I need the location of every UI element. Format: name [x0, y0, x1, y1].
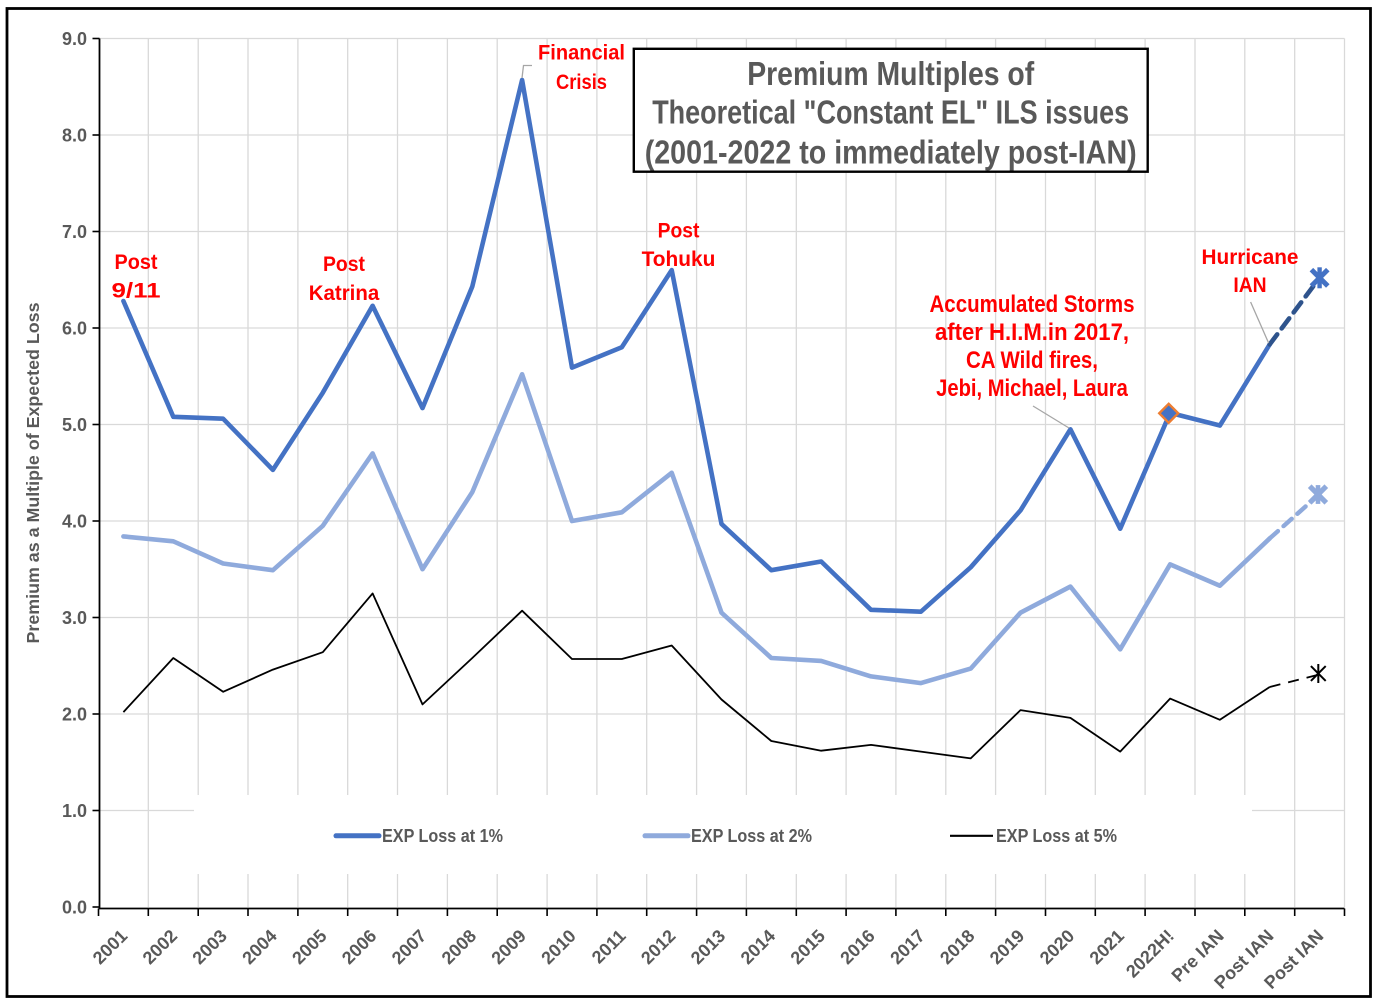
svg-text:9/11: 9/11 [112, 280, 161, 303]
svg-text:IAN: IAN [1233, 274, 1266, 297]
svg-text:after H.I.M.in 2017,: after H.I.M.in 2017, [935, 319, 1129, 346]
svg-text:7.0: 7.0 [62, 222, 87, 242]
svg-text:EXP Loss at 5%: EXP Loss at 5% [996, 826, 1117, 846]
svg-text:(2001-2022 to immediately post: (2001-2022 to immediately post-IAN) [645, 134, 1137, 171]
svg-text:1.0: 1.0 [62, 801, 87, 821]
svg-text:0.0: 0.0 [62, 898, 87, 918]
svg-text:CA Wild fires,: CA Wild fires, [966, 347, 1098, 374]
svg-text:Premium as a Multiple of Expec: Premium as a Multiple of Expected Loss [23, 302, 43, 643]
svg-text:Premium Multiples of: Premium Multiples of [747, 55, 1035, 92]
svg-text:Accumulated Storms: Accumulated Storms [930, 291, 1135, 318]
svg-text:Theoretical "Constant EL" ILS: Theoretical "Constant EL" ILS issues [652, 94, 1129, 131]
svg-text:5.0: 5.0 [62, 415, 87, 435]
svg-text:Financial: Financial [538, 42, 625, 65]
svg-text:Post: Post [115, 251, 158, 274]
svg-text:EXP Loss at 1%: EXP Loss at 1% [382, 826, 503, 846]
svg-text:9.0: 9.0 [62, 29, 87, 49]
svg-text:Post: Post [323, 253, 365, 276]
svg-text:2.0: 2.0 [62, 705, 87, 725]
svg-text:Katrina: Katrina [309, 282, 380, 305]
svg-text:3.0: 3.0 [62, 608, 87, 628]
svg-text:Post: Post [658, 220, 700, 243]
svg-text:EXP Loss at 2%: EXP Loss at 2% [691, 826, 812, 846]
svg-text:Hurricane: Hurricane [1202, 246, 1299, 269]
svg-text:Tohuku: Tohuku [642, 248, 716, 271]
svg-text:Jebi, Michael, Laura: Jebi, Michael, Laura [936, 375, 1128, 402]
svg-text:Crisis: Crisis [556, 71, 607, 94]
svg-text:8.0: 8.0 [62, 126, 87, 146]
svg-text:4.0: 4.0 [62, 512, 87, 532]
svg-text:6.0: 6.0 [62, 319, 87, 339]
